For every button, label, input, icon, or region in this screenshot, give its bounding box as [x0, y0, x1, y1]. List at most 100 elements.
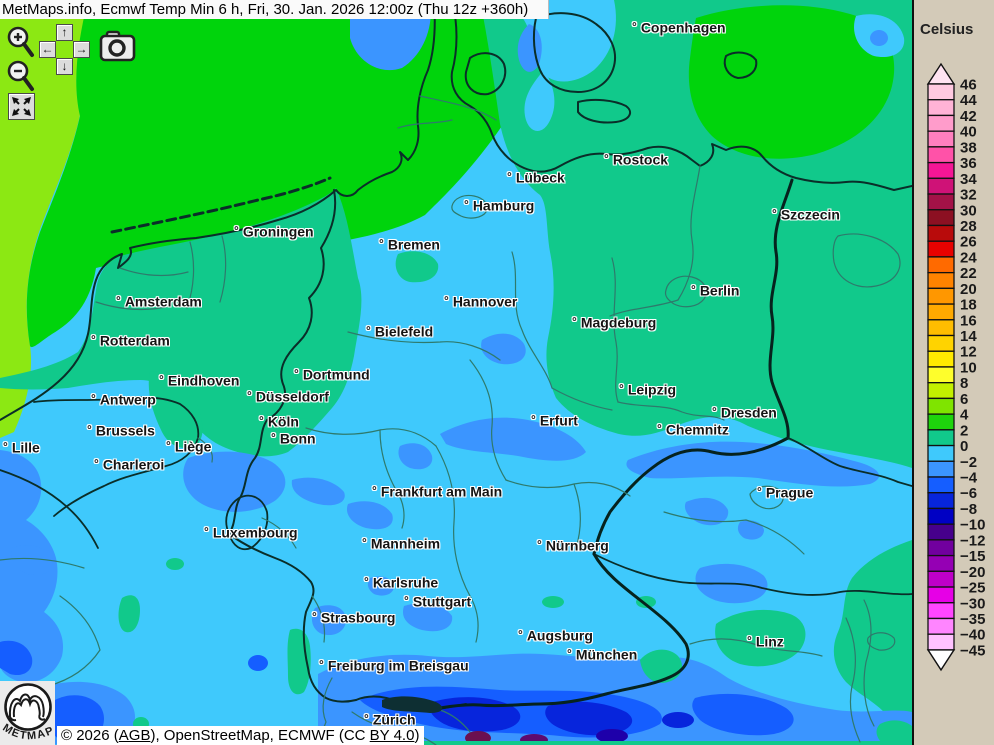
copyright-text: ) [414, 727, 420, 744]
camera-icon [99, 30, 136, 62]
zoom-in-button[interactable] [6, 25, 36, 66]
colorbar-cell [927, 287, 955, 305]
zoom-out-button[interactable] [6, 59, 36, 100]
colorbar-tick-label: 6 [960, 391, 968, 408]
pan-right-icon: → [75, 42, 88, 56]
screenshot-button[interactable] [99, 30, 136, 67]
colorbar-cell [927, 161, 955, 179]
colorbar-tick-label: −6 [960, 485, 977, 502]
colorbar-cell [927, 382, 955, 400]
map-title: MetMaps.info, Ecmwf Temp Min 6 h, Fri, 3… [0, 0, 549, 19]
legend-panel: Celsius 46 44 42 40 38 36 34 32 30 28 26 24 22 20 18 16… [912, 0, 994, 745]
colorbar-cell [927, 334, 955, 352]
legend-unit-label: Celsius [920, 21, 974, 38]
colorbar-tick-label: 44 [960, 92, 977, 109]
colorbar-tick-label: 10 [960, 359, 977, 376]
temperature-colorbar: 4644424038363432302826242220181614121086… [926, 62, 985, 672]
colorbar-tick-label: −35 [960, 611, 985, 628]
colorbar-tick-label: 26 [960, 234, 977, 251]
metmaps-logo[interactable]: METMAPS [0, 672, 58, 745]
colorbar-tick-label: 0 [960, 438, 968, 455]
colorbar-cell [927, 444, 955, 462]
pan-down-icon: ↓ [61, 59, 68, 73]
colorbar-tick-label: 28 [960, 218, 977, 235]
colorbar-cell [927, 460, 955, 478]
colorbar-cell [927, 586, 955, 604]
colorbar-tick-label: 4 [960, 407, 969, 424]
colorbar-cell [927, 570, 955, 588]
lakes [382, 696, 443, 713]
zoom-in-icon [7, 26, 34, 57]
colorbar-tick-label: −45 [960, 642, 985, 659]
logo-wave-inner [12, 698, 41, 718]
colorbar-cell [927, 83, 955, 101]
colorbar-cell [927, 224, 955, 242]
colorbar-tick-label: 32 [960, 187, 977, 204]
colorbar-tick-label: −2 [960, 454, 977, 471]
colorbar-tick-label: 2 [960, 422, 968, 439]
colorbar-tick-label: −12 [960, 532, 985, 549]
colorbar-cell [927, 240, 955, 258]
colorbar-cell [927, 492, 955, 510]
country-borders [0, 0, 912, 745]
colorbar-tick-label: 38 [960, 139, 977, 156]
weather-map[interactable] [0, 0, 912, 745]
pan-left-icon: ← [41, 42, 54, 56]
colorbar-cell [927, 476, 955, 494]
colorbar-cell [927, 366, 955, 384]
copyright-link[interactable]: BY 4.0 [369, 727, 415, 744]
pan-left-button[interactable]: ← [39, 41, 56, 58]
colorbar-arrow-bottom [926, 649, 956, 672]
colorbar-tick-label: 8 [960, 375, 968, 392]
colorbar-cell [927, 114, 955, 132]
colorbar-tick-label: 16 [960, 312, 977, 329]
colorbar-cell [927, 209, 955, 227]
colorbar-tick-label: 18 [960, 297, 977, 314]
temperature-fill-regions [0, 0, 912, 745]
colorbar-cell [927, 319, 955, 337]
pan-right-button[interactable]: → [73, 41, 90, 58]
colorbar-tick-label: 14 [960, 328, 977, 345]
pan-up-icon: ↑ [61, 25, 68, 39]
pan-down-button[interactable]: ↓ [56, 58, 73, 75]
colorbar-tick-label: 36 [960, 155, 977, 172]
colorbar-cell [927, 507, 955, 525]
colorbar-tick-label: 20 [960, 281, 977, 298]
colorbar-tick-label: −25 [960, 580, 985, 597]
lake-constance [382, 696, 443, 713]
fullscreen-icon [12, 97, 31, 116]
colorbar-cell [927, 146, 955, 164]
colorbar-cell [927, 193, 955, 211]
colorbar-tick-label: −20 [960, 564, 985, 581]
colorbar-cell [927, 271, 955, 290]
colorbar-cell [927, 350, 955, 368]
colorbar-cell [927, 617, 955, 635]
colorbar-cell [927, 554, 955, 572]
colorbar-tick-label: 30 [960, 202, 977, 219]
copyright-bar: © 2026 (AGB), OpenStreetMap, ECMWF (CC B… [57, 726, 425, 745]
colorbar-cell [927, 413, 955, 431]
colorbar-cell [927, 429, 955, 447]
colorbar-cell [927, 523, 955, 541]
colorbar-tick-label: −30 [960, 595, 985, 612]
logo-wave-outer [8, 693, 45, 718]
fullscreen-button[interactable] [8, 93, 35, 120]
colorbar-tick-label: 12 [960, 344, 977, 361]
pan-up-button[interactable]: ↑ [56, 24, 73, 41]
colorbar-cell [927, 602, 955, 620]
colorbar-arrow-top [926, 62, 956, 85]
copyright-text: © 2026 ( [61, 727, 119, 744]
colorbar-tick-label: −40 [960, 627, 985, 644]
copyright-link[interactable]: AGB [118, 727, 151, 744]
colorbar-cell [927, 99, 955, 117]
colorbar-cell [927, 177, 955, 195]
colorbar-tick-label: −4 [960, 470, 978, 487]
colorbar-tick-label: −10 [960, 517, 985, 534]
logo-wave-base [9, 716, 46, 722]
colorbar-tick-label: 42 [960, 108, 977, 125]
colorbar-cell [927, 397, 955, 415]
colorbar-tick-label: 46 [960, 77, 977, 94]
colorbar-tick-label: 40 [960, 124, 977, 141]
colorbar-cell [927, 256, 955, 274]
